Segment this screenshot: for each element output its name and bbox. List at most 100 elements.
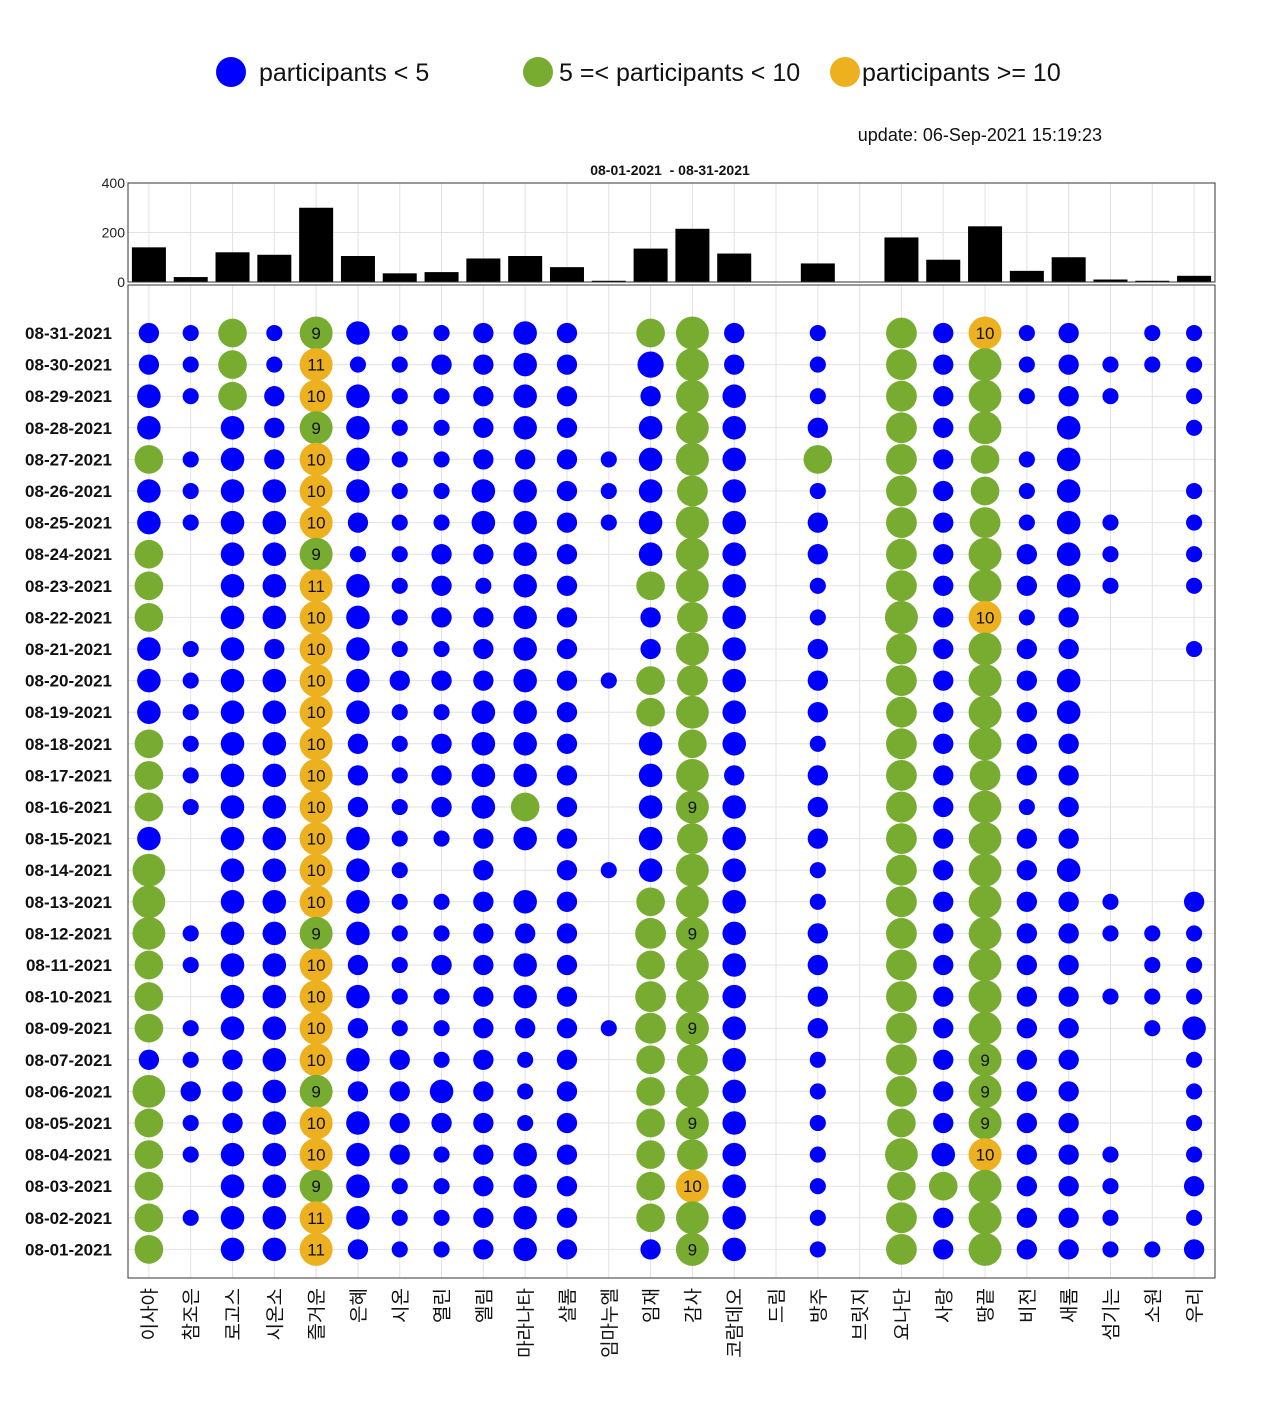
bubble (389, 1049, 410, 1070)
bubble (1018, 356, 1035, 373)
bubble (134, 603, 164, 632)
bubble (933, 512, 954, 533)
bubble (678, 729, 707, 759)
bubble-value-label: 9 (311, 419, 320, 438)
bubble (722, 826, 746, 851)
bubble-value-label: 10 (307, 893, 326, 912)
bubble (346, 984, 370, 1009)
bubble-value-label: 10 (307, 672, 326, 691)
bubble (1058, 1112, 1079, 1134)
bubble (391, 546, 408, 563)
bubble (1056, 858, 1081, 882)
bubble (1056, 542, 1081, 566)
bubble (182, 1146, 199, 1163)
bubble (1058, 386, 1079, 407)
bar (926, 259, 961, 282)
bubble (266, 324, 283, 342)
bubble (675, 442, 709, 476)
bubble (722, 921, 746, 946)
bubble (262, 921, 287, 946)
bubble (1102, 1209, 1119, 1226)
date-label: 08-14-2021 (25, 861, 112, 880)
bubble (635, 1012, 666, 1044)
bubble (471, 732, 496, 756)
bubble (968, 980, 1002, 1014)
bubble (264, 417, 285, 438)
bubble (968, 695, 1002, 729)
date-label: 08-01-2021 (25, 1240, 112, 1259)
bubble (347, 1018, 369, 1039)
date-label: 08-29-2021 (25, 387, 112, 406)
bubble (220, 637, 245, 661)
bubble (807, 923, 828, 944)
bubble (1102, 1241, 1119, 1258)
bubble (886, 538, 917, 570)
bubble (1018, 514, 1035, 531)
bubble (1016, 733, 1038, 754)
bar (591, 280, 626, 282)
bar (1051, 257, 1086, 282)
bubble (722, 1174, 746, 1198)
bubble-value-label: 10 (307, 1146, 326, 1165)
bubble (636, 697, 665, 727)
bubble (220, 668, 245, 693)
bubble (556, 828, 578, 849)
bubble (968, 316, 1002, 350)
bubble (431, 954, 452, 976)
bubble (220, 510, 245, 535)
bar (508, 256, 543, 282)
bubble (1102, 988, 1119, 1005)
bubble (886, 665, 917, 696)
bubble (809, 735, 826, 752)
bubble (513, 953, 537, 977)
bubble (640, 638, 661, 660)
bubble (556, 796, 578, 818)
bubble (1058, 733, 1079, 754)
bubble (431, 607, 452, 628)
bubble (933, 1081, 954, 1102)
bubble (1016, 1018, 1038, 1039)
bubble (1016, 860, 1038, 881)
bubble-value-label: 10 (976, 1146, 995, 1165)
bubble (600, 482, 617, 500)
date-label: 08-25-2021 (25, 514, 112, 533)
bubble (676, 980, 709, 1013)
bubble (722, 1237, 746, 1262)
bubble (968, 853, 1002, 887)
bubble (722, 447, 746, 472)
bubble (471, 510, 496, 535)
bubble (220, 542, 245, 566)
bubble (391, 893, 408, 910)
bubble (264, 386, 285, 407)
bubble-value-label: 10 (307, 766, 326, 785)
bubble (807, 544, 828, 565)
bubble (347, 1081, 369, 1102)
bubble (513, 732, 537, 756)
bubble-value-label: 10 (683, 1177, 702, 1196)
bubble (433, 451, 450, 468)
bubble (473, 1049, 494, 1070)
bubble (1186, 482, 1203, 500)
bubble (1058, 954, 1079, 976)
bubble (676, 853, 709, 887)
date-label: 08-04-2021 (25, 1146, 112, 1165)
bubble (1016, 1081, 1038, 1102)
bubble (391, 704, 408, 721)
bubble (676, 379, 709, 413)
bubble (262, 858, 287, 882)
bubble-value-label: 9 (688, 1019, 697, 1038)
bubble (346, 1048, 370, 1072)
bubble (1186, 956, 1203, 974)
bubble (556, 954, 578, 976)
bubble (676, 948, 709, 982)
bubble (968, 1106, 1002, 1140)
bubble (638, 510, 663, 535)
bubble (389, 670, 410, 691)
bubble (1144, 1241, 1161, 1258)
bubble (556, 1081, 578, 1102)
bar (968, 226, 1003, 282)
bubble (473, 386, 494, 407)
bubble-chart: 08-31-2021 08-30-2021 08-29-2021 08-28-2021… (25, 284, 1216, 1358)
bubble (299, 1106, 333, 1140)
bubble (132, 917, 166, 950)
